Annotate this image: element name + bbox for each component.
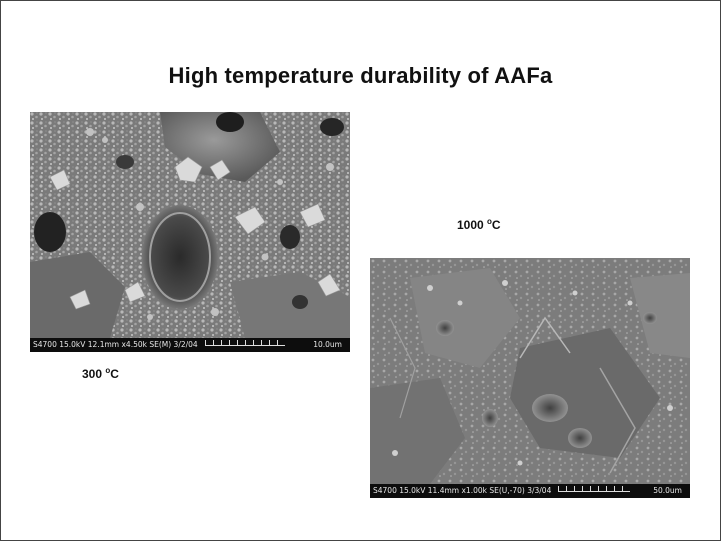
sem-micrograph-300c-graphic (30, 112, 350, 338)
sem-info-text: S4700 15.0kV 11.4mm x1.00k SE(U,-70) 3/3… (373, 486, 552, 495)
sem-info-bar: S4700 15.0kV 12.1mm x4.50k SE(M) 3/2/04 … (30, 338, 350, 352)
sem-scale-ticks (558, 486, 630, 492)
sem-info-text: S4700 15.0kV 12.1mm x4.50k SE(M) 3/2/04 (33, 340, 198, 349)
sem-info-bar: S4700 15.0kV 11.4mm x1.00k SE(U,-70) 3/3… (370, 484, 690, 498)
caption-300c-unit: C (110, 367, 119, 381)
sem-scale-label: 10.0um (313, 340, 342, 349)
sem-image-300c: S4700 15.0kV 12.1mm x4.50k SE(M) 3/2/04 … (30, 112, 350, 352)
sem-image-1000c: S4700 15.0kV 11.4mm x1.00k SE(U,-70) 3/3… (370, 258, 690, 498)
sem-scale-label: 50.0um (653, 486, 682, 495)
sem-scale-ticks (205, 340, 285, 346)
caption-1000c-unit: C (491, 218, 501, 232)
caption-1000c-value: 1000 (457, 218, 488, 232)
caption-300c-degree: o (105, 366, 111, 375)
sem-micrograph-1000c-graphic (370, 258, 690, 484)
caption-300c-value: 300 (82, 367, 106, 381)
slide-title: High temperature durability of AAFa (168, 63, 553, 88)
caption-300c: 300 oC (82, 366, 119, 382)
caption-1000c: 1000 oC (457, 217, 501, 233)
caption-1000c-degree: o (487, 217, 492, 226)
